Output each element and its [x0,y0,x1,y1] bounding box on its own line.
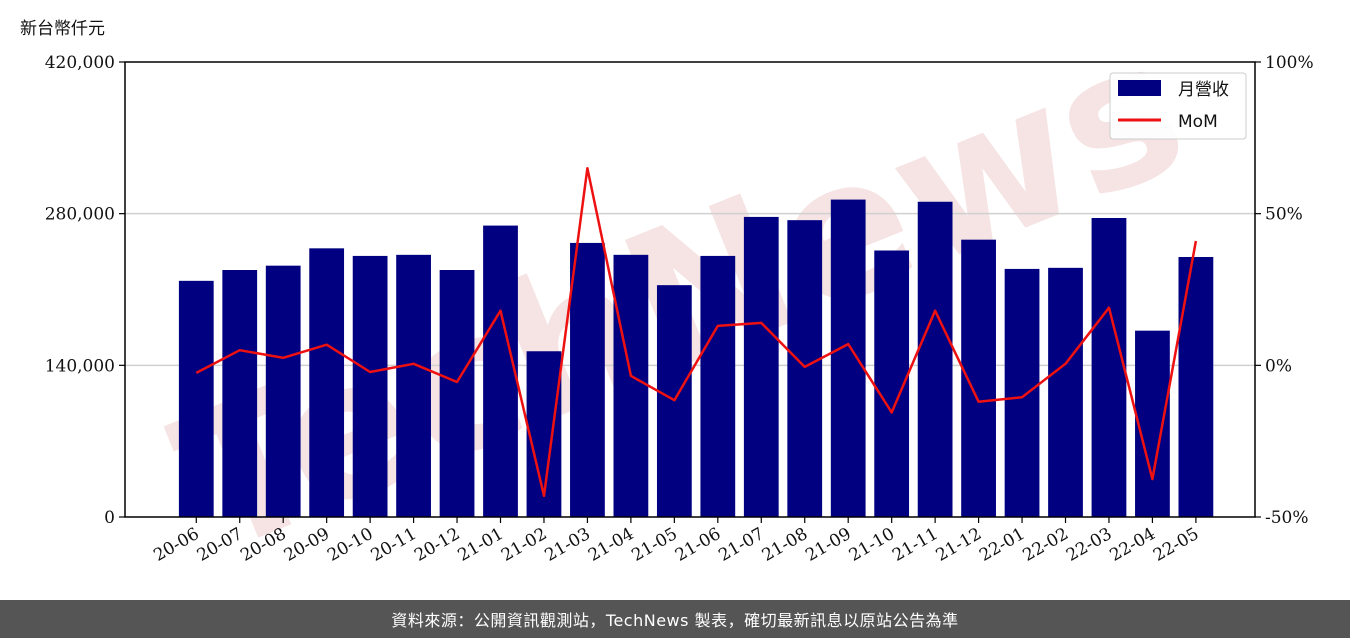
x-tick-label-22-04: 22-04 [1106,524,1158,566]
bar-20-06 [178,280,214,517]
bar-20-10 [352,255,388,517]
mom-line [195,166,1198,498]
bar-20-07 [222,270,258,517]
y-right-tick-label: 50% [1265,205,1303,225]
bar-21-09 [830,199,866,518]
x-tick-label-21-11: 21-11 [889,524,941,566]
line-series [195,166,1198,498]
bar-20-11 [396,254,431,518]
x-tick-label-21-02: 21-02 [498,524,550,566]
x-tick-label-21-12: 21-12 [933,524,985,566]
y-right-tick-label: 0% [1265,356,1292,376]
x-tick-label-21-04: 21-04 [585,524,637,566]
bar-20-09 [309,248,345,518]
y-axis-unit-label: 新台幣仟元 [20,19,105,39]
bar-20-08 [265,265,301,517]
x-tick-label-22-02: 22-02 [1020,524,1072,566]
bar-22-03 [1091,218,1127,517]
bar-21-06 [700,255,736,517]
y-right-tick-label: -50% [1265,508,1309,528]
x-tick-label-21-08: 21-08 [759,524,811,566]
y-left-tick-label: 280,000 [45,205,115,225]
x-tick-label-22-03: 22-03 [1063,524,1115,566]
bar-22-05 [1178,257,1214,517]
legend-bar-swatch [1118,80,1161,96]
x-tick-label-21-07: 21-07 [715,524,767,566]
bar-21-04 [613,254,649,518]
bar-21-01 [483,225,518,518]
bar-22-01 [1004,268,1040,517]
x-tick-label-21-05: 21-05 [628,524,680,566]
plot-frame [124,61,1256,518]
legend-label-revenue: 月營收 [1178,80,1229,100]
bar-21-11 [917,201,953,517]
bar-series [178,199,1214,518]
bar-22-02 [1048,267,1083,517]
x-tick-label-21-01: 21-01 [455,524,507,566]
bar-21-03 [570,242,605,517]
x-tick-label-20-06: 20-06 [150,524,202,566]
y-left-tick-label: 0 [104,508,115,528]
y-left-tick-label: 420,000 [45,53,115,73]
legend: 月營收 MoM [1109,72,1247,140]
footer-source-note: 資料來源：公開資訊觀測站，TechNews 製表，確切最新訊息以原站公告為準 [0,600,1350,638]
bar-21-08 [787,220,823,517]
x-tick-label-21-10: 21-10 [846,524,898,566]
x-tick-label-21-09: 21-09 [802,524,854,566]
x-tick-label-22-01: 22-01 [976,524,1028,566]
bar-22-04 [1135,330,1170,517]
x-tick-label-22-05: 22-05 [1150,524,1202,566]
y-left-tick-label: 140,000 [45,356,115,376]
bar-20-12 [439,270,475,517]
chart: TechNews 新台幣仟元 0140,000280,000420,000-50… [20,0,1314,597]
x-tick-label-21-03: 21-03 [541,524,593,566]
legend-label-mom: MoM [1178,112,1218,132]
x-tick-label-20-12: 20-12 [411,524,463,566]
bar-21-07 [743,216,779,517]
x-tick-label-21-06: 21-06 [672,524,724,566]
y-right-tick-label: 100% [1265,53,1314,73]
